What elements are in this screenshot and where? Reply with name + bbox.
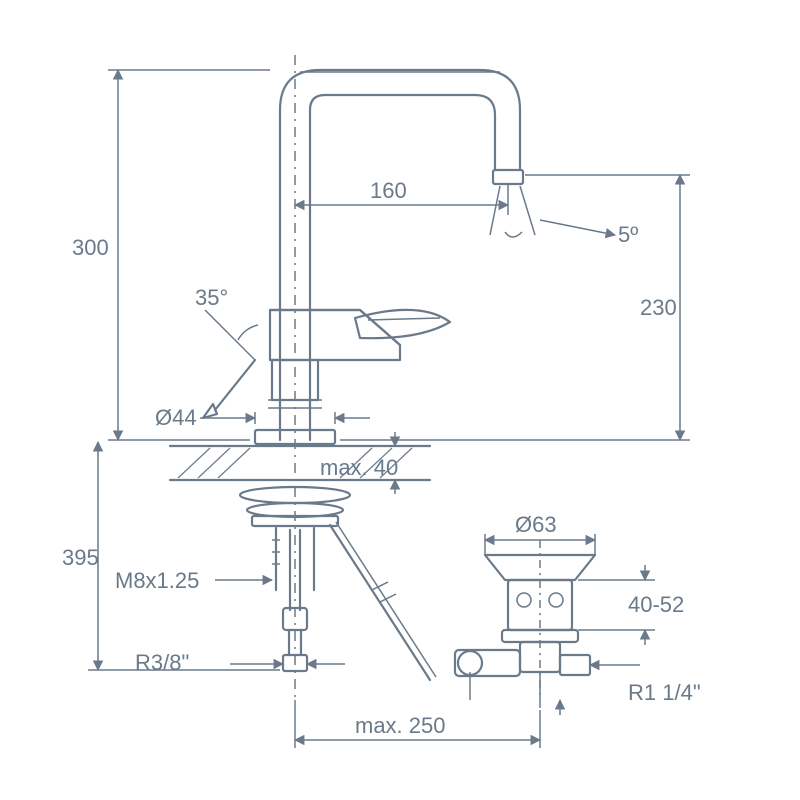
dim-230: 230 [340,175,690,440]
label-395: 395 [62,545,99,570]
label-thread: M8x1.25 [115,568,199,593]
drain-assembly [455,540,595,710]
dim-dia63: Ø63 [485,512,595,556]
label-inlet: R3/8" [135,650,189,675]
label-dia44: Ø44 [155,405,197,430]
label-dia63: Ø63 [515,512,557,537]
label-40-52: 40-52 [628,592,684,617]
dim-5deg: 5º [540,220,638,247]
faucet-outline [170,70,535,680]
dim-395: 395 [62,442,280,670]
label-max40: max. 40 [320,455,398,480]
dim-40-52: 40-52 [578,565,684,645]
label-max250: max. 250 [355,713,446,738]
dim-thread: M8x1.25 [115,568,272,593]
faucet-technical-drawing: 300 395 160 5º 230 35° Ø44 [0,0,800,800]
label-160: 160 [370,178,407,203]
dim-160: 160 [295,178,508,215]
dim-300: 300 [72,70,270,440]
dim-drain-outlet: R1 1/4" [560,665,701,715]
label-drain-outlet: R1 1/4" [628,680,701,705]
dim-max250: max. 250 [295,700,540,748]
dim-max40: max. 40 [320,432,398,494]
dim-dia44: Ø44 [155,405,370,430]
label-230: 230 [640,295,677,320]
label-300: 300 [72,235,109,260]
label-35deg: 35° [195,285,228,310]
label-5deg: 5º [618,222,638,247]
dim-inlet: R3/8" [135,650,345,675]
dim-35deg: 35° [195,285,258,360]
